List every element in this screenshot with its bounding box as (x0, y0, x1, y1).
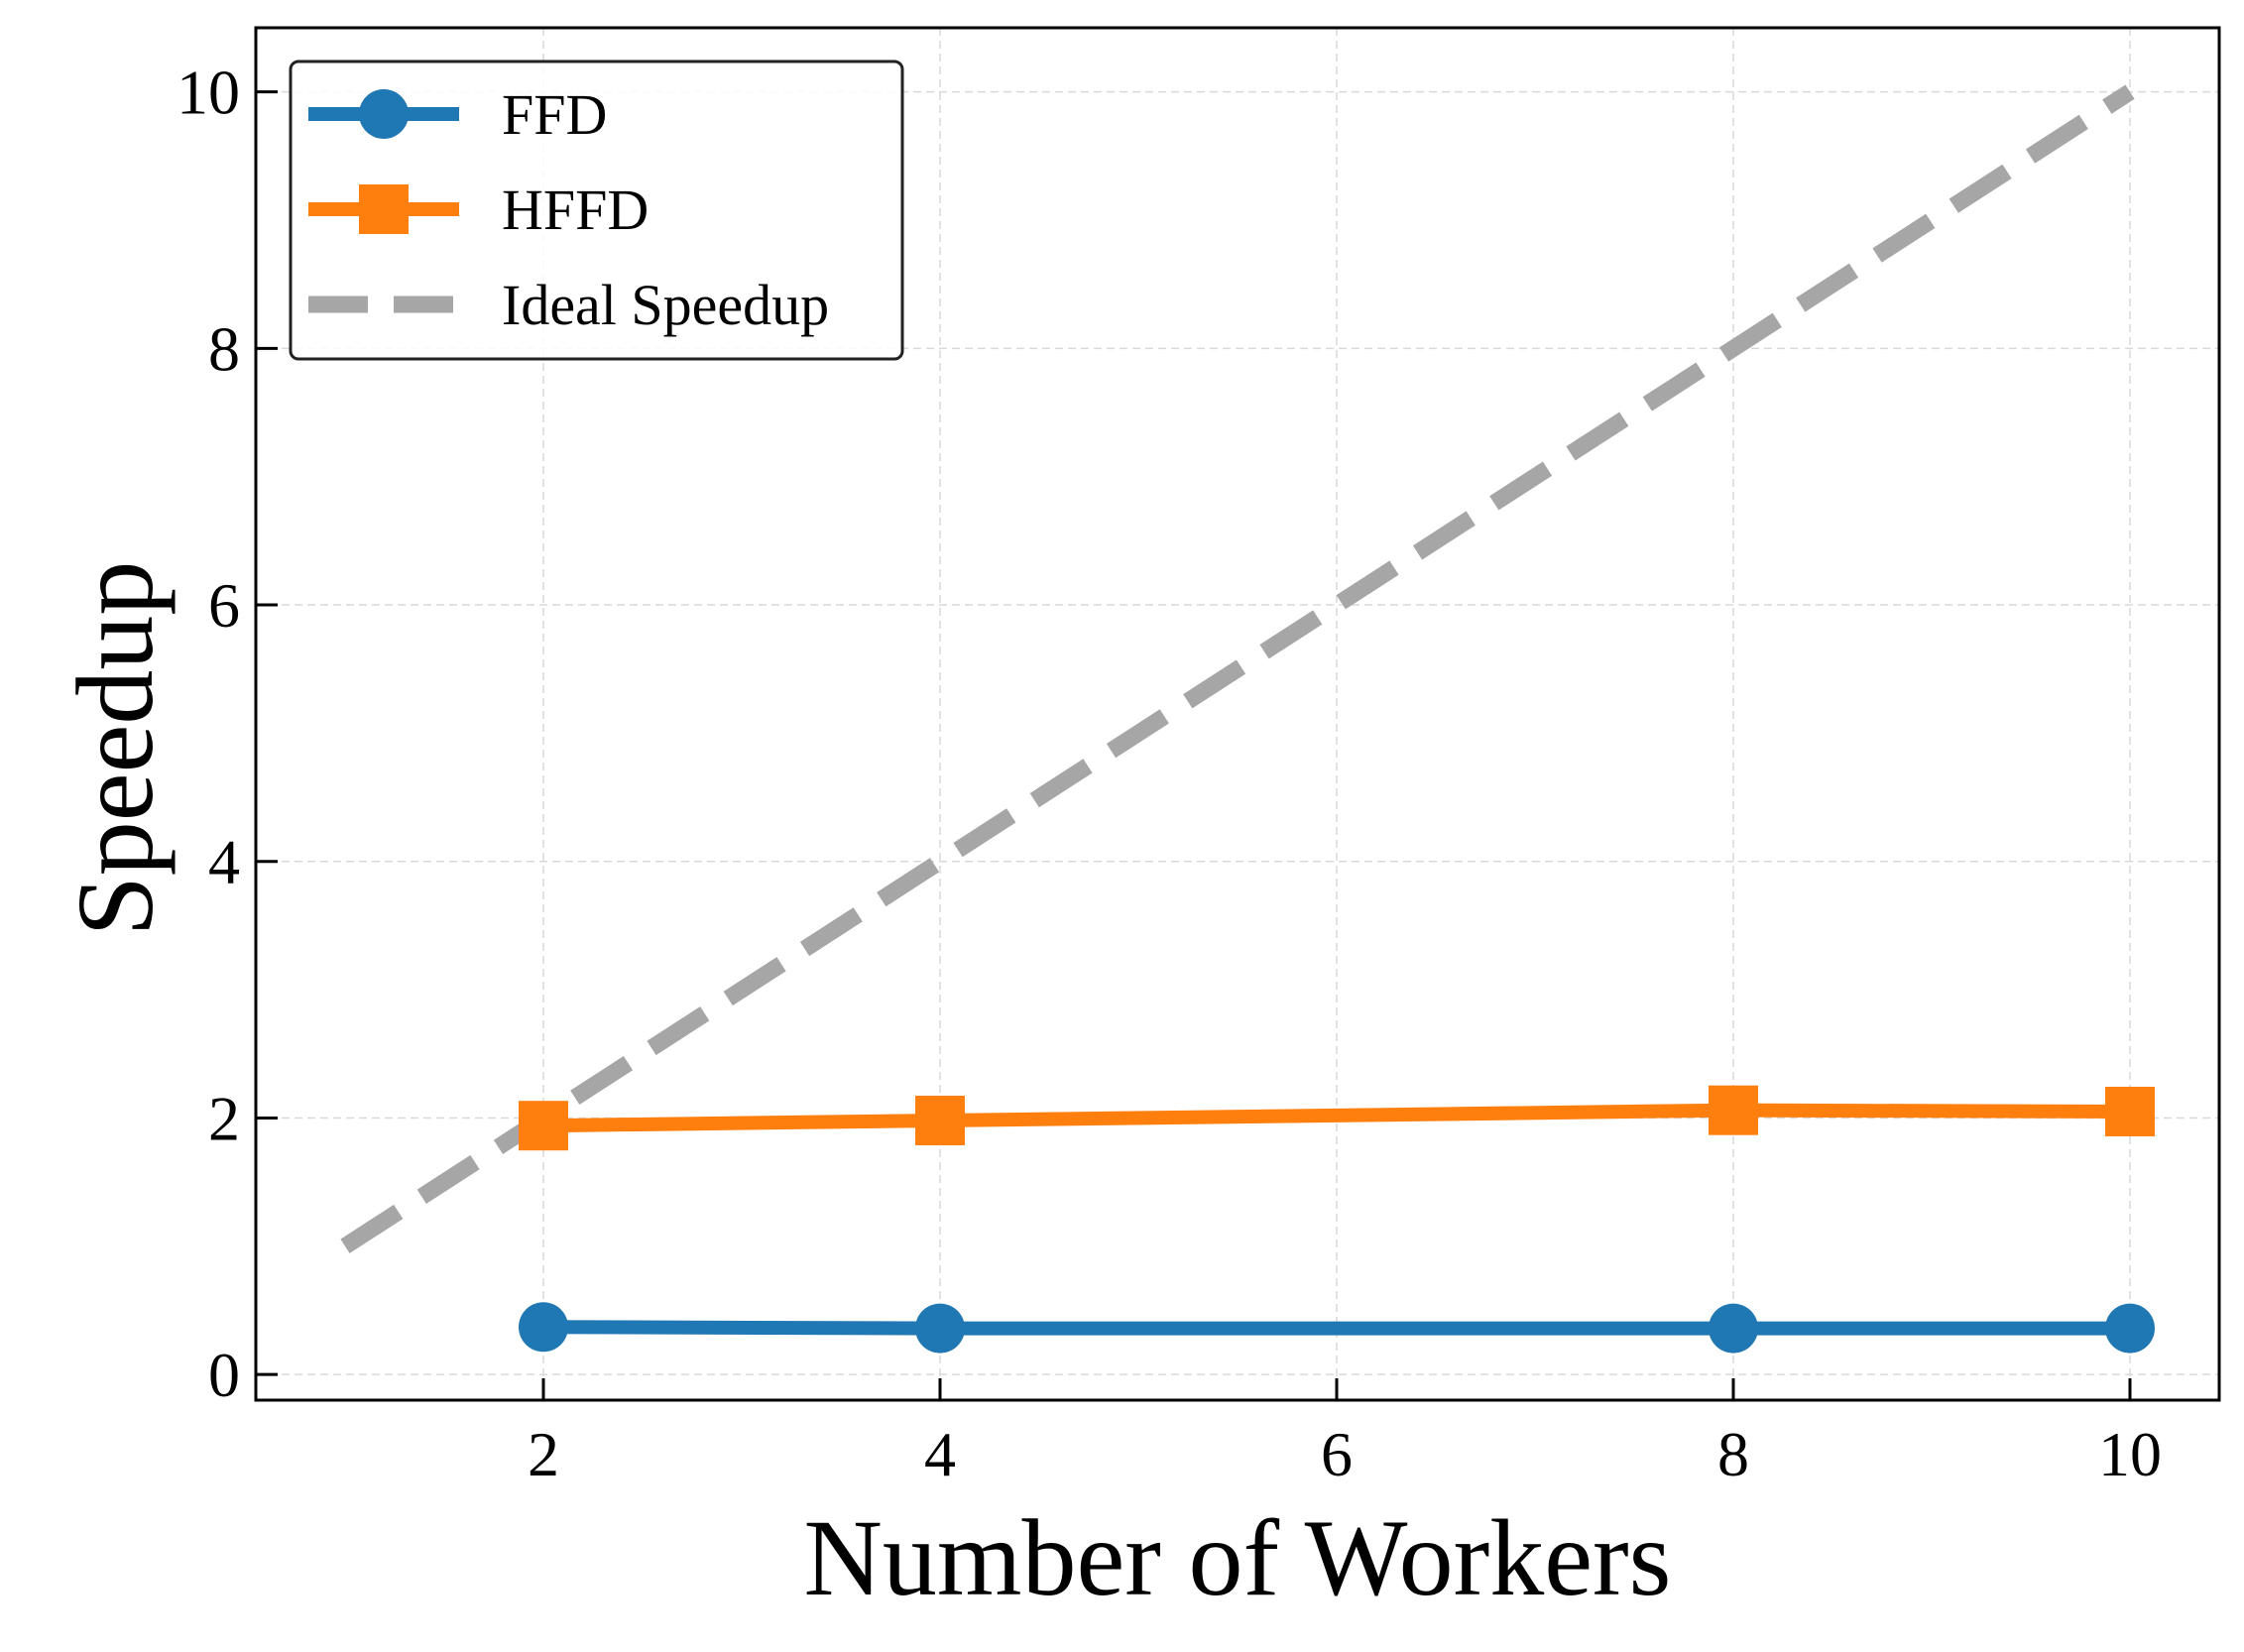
hffd-point (519, 1101, 568, 1151)
hffd-series (519, 1085, 2155, 1151)
x-tick-label: 10 (2098, 1419, 2162, 1489)
y-tick-label: 8 (208, 313, 240, 384)
legend-ffd-marker (359, 89, 409, 139)
ideal-speedup-series (340, 84, 2135, 1253)
legend-ideal-speedup-label: Ideal Speedup (502, 273, 829, 337)
ffd-point (2105, 1303, 2155, 1354)
label-layer: 2 4 6 8 10 0 2 4 6 8 10 (177, 58, 2162, 1489)
ffd-point (1709, 1303, 1758, 1354)
tick-layer (256, 90, 2132, 1400)
plot-frame (254, 26, 2221, 1402)
y-tick-label: 10 (177, 58, 240, 128)
ideal-speedup-line (340, 84, 2135, 1253)
x-tick-label: 8 (1717, 1419, 1749, 1489)
y-axis-title: Speedup (55, 561, 176, 937)
legend-ffd-label: FFD (502, 82, 607, 147)
x-tick-label: 2 (528, 1419, 559, 1489)
legend-hffd-label: HFFD (502, 177, 649, 242)
series-layer (340, 84, 2155, 1354)
legend: FFD HFFD Ideal Speedup (289, 59, 904, 361)
hffd-line (542, 1103, 2131, 1133)
ffd-point (519, 1302, 568, 1353)
legend-box (289, 59, 904, 361)
hffd-point (1709, 1085, 1758, 1135)
hffd-point (915, 1096, 965, 1146)
x-tick-label: 6 (1321, 1419, 1353, 1489)
y-tick-label: 0 (208, 1340, 240, 1410)
y-tick-label: 6 (208, 570, 240, 641)
x-axis-title: Number of Workers (803, 1497, 1671, 1618)
ffd-line (542, 1320, 2130, 1336)
x-tick-label: 4 (924, 1419, 956, 1489)
hffd-point (2105, 1086, 2155, 1136)
y-tick-label: 2 (208, 1083, 240, 1153)
ffd-point (915, 1303, 965, 1354)
legend-hffd-marker (359, 184, 409, 234)
ffd-series (519, 1302, 2155, 1354)
y-tick-label: 4 (208, 827, 240, 897)
